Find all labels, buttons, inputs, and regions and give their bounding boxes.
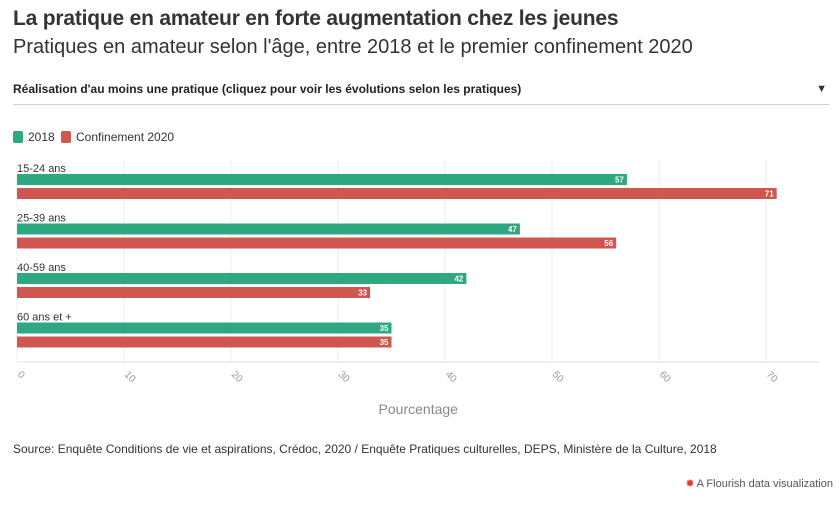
bar-value-label: 42 xyxy=(454,275,463,284)
category-label: 60 ans et + xyxy=(17,312,72,324)
flourish-credit-link[interactable]: ✸ A Flourish data visualization xyxy=(685,477,833,490)
source-note: Source: Enquête Conditions de vie et asp… xyxy=(13,442,717,456)
bar-value-label: 71 xyxy=(765,190,774,199)
bar xyxy=(17,174,627,185)
bar xyxy=(17,223,520,235)
chevron-down-icon: ▼ xyxy=(816,83,827,95)
bar-value-label: 33 xyxy=(358,289,367,298)
x-tick-label: 0 xyxy=(15,369,27,381)
bar xyxy=(17,336,392,348)
bar-value-label: 47 xyxy=(508,225,517,234)
x-tick-label: 70 xyxy=(764,369,780,385)
category-label: 15-24 ans xyxy=(17,163,66,175)
legend-label-confinement-2020: Confinement 2020 xyxy=(76,130,175,144)
practice-filter-dropdown[interactable]: Réalisation d'au moins une pratique (cli… xyxy=(13,78,829,105)
x-tick-label: 40 xyxy=(443,369,459,385)
bar-value-label: 57 xyxy=(615,176,624,185)
legend-label-2018: 2018 xyxy=(28,130,55,144)
bar xyxy=(17,287,371,298)
x-tick-label: 10 xyxy=(122,369,138,385)
bar xyxy=(17,188,777,199)
x-axis-title: Pourcentage xyxy=(379,401,459,417)
chart-title: La pratique en amateur en forte augmenta… xyxy=(13,7,619,30)
bar-chart: 0 10 20 30 40 50 60 70 Pourcentage 15-24 ans 57 71 2… xyxy=(15,160,820,417)
x-tick-label: 50 xyxy=(550,369,566,385)
practice-filter-selected: Réalisation d'au moins une pratique (cli… xyxy=(13,82,522,96)
x-tick-label: 20 xyxy=(229,369,245,385)
category-label: 25-39 ans xyxy=(17,213,66,225)
bar-value-label: 35 xyxy=(380,324,389,333)
bar xyxy=(17,273,467,284)
bar xyxy=(17,237,617,249)
bar-value-label: 35 xyxy=(380,338,389,347)
x-tick-label: 30 xyxy=(336,369,352,385)
bar-value-label: 56 xyxy=(604,239,613,248)
bar xyxy=(17,322,392,334)
flourish-credit-text: A Flourish data visualization xyxy=(696,478,833,490)
flourish-logo-icon: ✸ xyxy=(685,478,695,490)
category-label: 40-59 ans xyxy=(17,262,66,274)
legend-swatch-confinement-2020 xyxy=(61,131,71,143)
chart-subtitle: Pratiques en amateur selon l'âge, entre … xyxy=(13,36,693,58)
legend-swatch-2018 xyxy=(13,131,23,143)
x-tick-label: 60 xyxy=(657,369,673,385)
